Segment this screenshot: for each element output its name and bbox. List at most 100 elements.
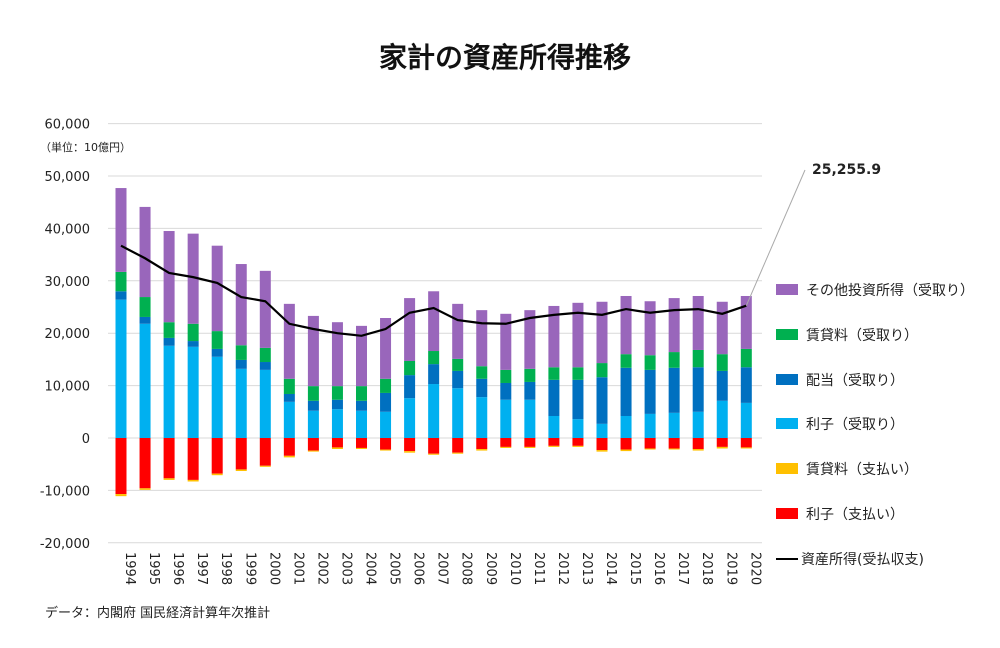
bar-segment bbox=[548, 438, 560, 446]
bar-segment bbox=[115, 188, 127, 272]
bar-segment bbox=[524, 310, 536, 369]
bar-segment bbox=[716, 370, 728, 401]
bar-segment bbox=[620, 295, 632, 355]
y-tick-label: -20,000 bbox=[40, 537, 90, 552]
legend-swatch bbox=[776, 329, 798, 340]
bar-segment bbox=[115, 299, 127, 438]
annotation-leader bbox=[745, 169, 806, 306]
bar-segment bbox=[331, 322, 343, 387]
x-tick-label: 2011 bbox=[531, 552, 546, 585]
bar-segment bbox=[307, 315, 319, 387]
bar-segment bbox=[476, 397, 488, 438]
bar-segment bbox=[380, 449, 392, 451]
legend-label: その他投資所得（受取り） bbox=[806, 282, 974, 299]
bar-segment bbox=[620, 415, 632, 438]
bar-segment bbox=[356, 386, 367, 401]
bar-segment bbox=[307, 410, 319, 438]
bar-segment bbox=[259, 270, 271, 348]
bar-segment bbox=[380, 411, 392, 438]
bar-segment bbox=[211, 473, 223, 476]
bar-segment bbox=[524, 399, 536, 438]
bar-segment bbox=[428, 351, 440, 365]
net-income-line bbox=[120, 244, 747, 337]
bar-segment bbox=[356, 438, 367, 448]
bar-segment bbox=[235, 469, 247, 472]
y-tick-label: 20,000 bbox=[45, 327, 91, 342]
y-tick-label: 10,000 bbox=[45, 380, 91, 395]
bar-segment bbox=[211, 356, 223, 438]
bar-segment bbox=[259, 465, 271, 467]
bar-segment bbox=[404, 375, 416, 399]
bar-segment bbox=[620, 438, 632, 450]
bar-segment bbox=[404, 438, 416, 452]
bar-segment bbox=[115, 271, 127, 292]
bar-segment bbox=[740, 295, 752, 349]
legend-swatch bbox=[776, 463, 798, 474]
y-tick-label: 30,000 bbox=[45, 275, 91, 290]
bar-segment bbox=[716, 301, 728, 355]
bar-segment bbox=[572, 367, 584, 380]
bar-segment bbox=[524, 368, 536, 382]
bar-segment bbox=[668, 438, 680, 449]
x-tick-label: 2006 bbox=[411, 552, 426, 585]
bar-segment bbox=[428, 364, 440, 385]
bar-segment bbox=[716, 438, 728, 447]
bar-segment bbox=[283, 303, 295, 379]
bar-segment bbox=[572, 419, 584, 438]
y-tick-label: 50,000 bbox=[45, 170, 91, 185]
y-tick-label: 0 bbox=[82, 432, 90, 447]
legend-swatch bbox=[776, 374, 798, 385]
bar-segment bbox=[139, 323, 151, 438]
x-tick-label: 2009 bbox=[483, 552, 498, 585]
bar-segment bbox=[115, 291, 127, 300]
bar-segment bbox=[235, 438, 247, 470]
bar-segment bbox=[572, 302, 584, 368]
bar-segment bbox=[211, 348, 223, 357]
bar-segment bbox=[452, 452, 464, 454]
unit-note: （単位：10億円） bbox=[40, 141, 131, 154]
bar-segment bbox=[380, 438, 392, 450]
legend-swatch bbox=[776, 508, 798, 519]
x-tick-label: 2002 bbox=[314, 552, 329, 585]
x-tick-label: 2016 bbox=[651, 552, 666, 585]
bar-segment bbox=[668, 367, 680, 413]
y-tick-label: 40,000 bbox=[45, 222, 91, 237]
bar-segment bbox=[692, 411, 704, 438]
bar-segment bbox=[331, 409, 343, 438]
bar-segment bbox=[596, 450, 608, 452]
bar-segment bbox=[259, 347, 271, 363]
bar-segment bbox=[644, 448, 656, 450]
x-tick-label: 2010 bbox=[507, 552, 522, 585]
bar-segment bbox=[596, 438, 608, 451]
bar-segment bbox=[668, 448, 680, 450]
bar-segment bbox=[692, 449, 704, 451]
legend-label: 賃貸料（支払い） bbox=[806, 462, 918, 478]
bar-segment bbox=[572, 445, 584, 447]
bar-segment bbox=[331, 438, 343, 448]
bar-segment bbox=[211, 438, 223, 474]
bar-segment bbox=[644, 355, 656, 370]
x-tick-label: 2000 bbox=[266, 552, 281, 585]
bar-segment bbox=[163, 337, 175, 346]
bar-segment bbox=[380, 378, 392, 393]
x-tick-label: 1998 bbox=[218, 552, 233, 585]
bar-segment bbox=[356, 400, 367, 411]
bar-segment bbox=[404, 451, 416, 453]
x-tick-label: 1997 bbox=[194, 552, 209, 585]
bar-segment bbox=[259, 362, 271, 370]
bar-segment bbox=[404, 298, 416, 361]
x-tick-label: 1994 bbox=[122, 552, 137, 585]
y-tick-label: 60,000 bbox=[45, 118, 91, 133]
bar-segment bbox=[668, 352, 680, 368]
x-tick-label: 1999 bbox=[242, 552, 257, 585]
x-tick-label: 2012 bbox=[555, 552, 570, 585]
bar-segment bbox=[620, 367, 632, 416]
x-tick-label: 2019 bbox=[723, 552, 738, 585]
bar-segment bbox=[139, 488, 151, 490]
x-tick-label: 2001 bbox=[290, 552, 305, 585]
bar-segment bbox=[211, 331, 223, 349]
legend-label: 賃貸料（受取り） bbox=[806, 328, 918, 344]
bar-segment bbox=[452, 370, 464, 389]
bar-segment bbox=[452, 303, 464, 359]
